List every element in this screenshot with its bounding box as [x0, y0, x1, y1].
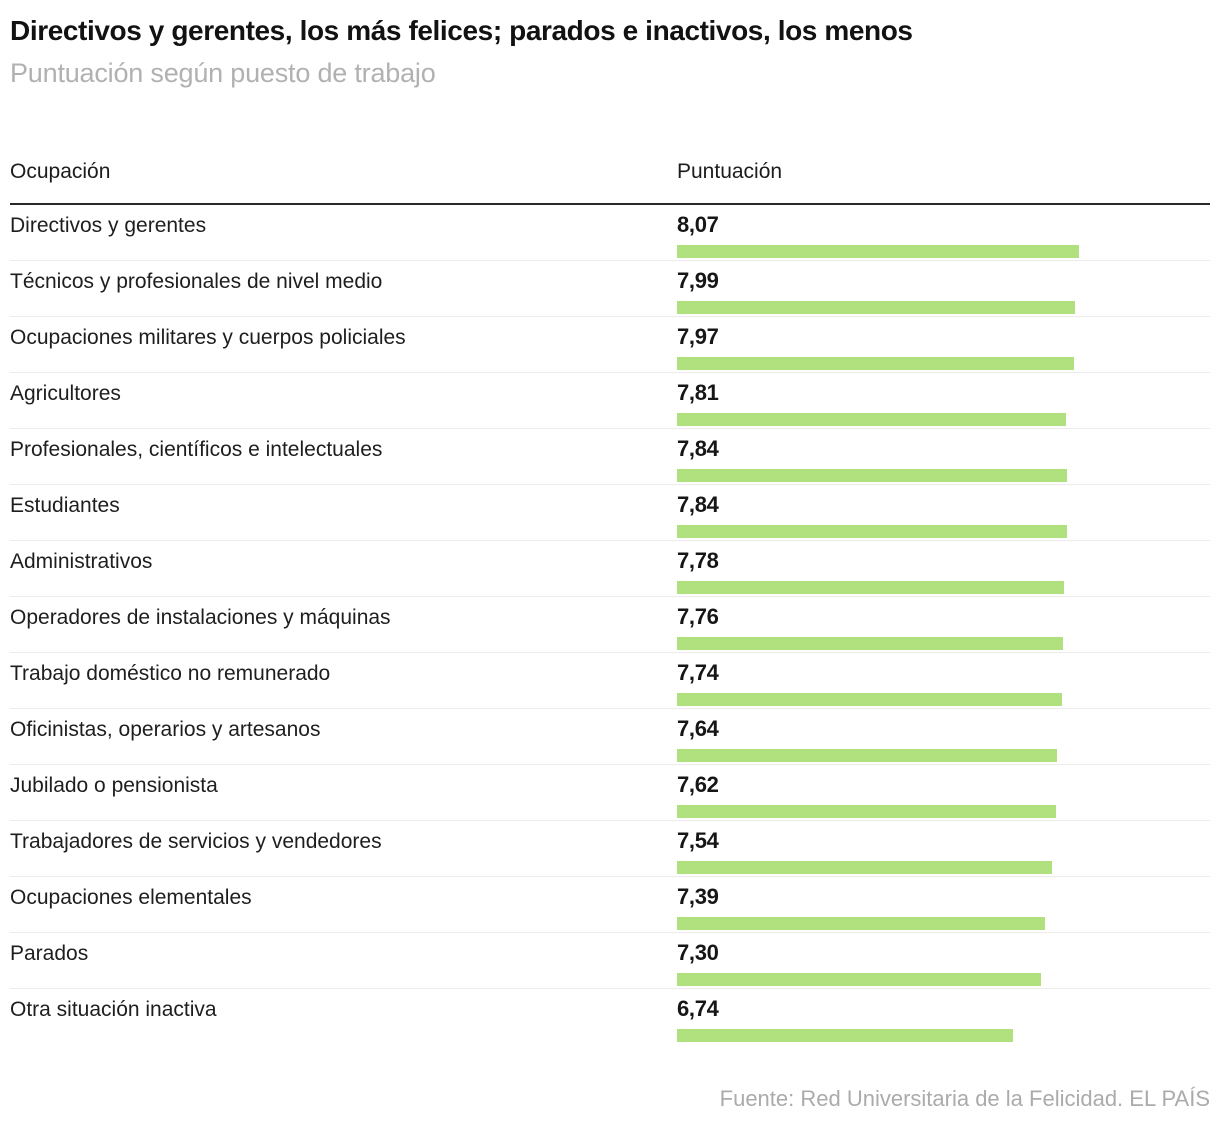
table-row: Ocupaciones militares y cuerpos policial…	[10, 317, 1210, 373]
occupation-label: Ocupaciones elementales	[10, 886, 252, 909]
table-row: Administrativos 7,78	[10, 541, 1210, 597]
score-bar	[677, 1029, 1013, 1042]
table-row: Trabajo doméstico no remunerado 7,74	[10, 653, 1210, 709]
score-value: 7,84	[677, 436, 719, 461]
score-bar	[677, 469, 1067, 482]
score-bar	[677, 693, 1062, 706]
score-value: 7,39	[677, 884, 719, 909]
column-headers: Ocupación Puntuación	[10, 159, 1210, 184]
score-value: 7,84	[677, 492, 719, 517]
chart-title: Directivos y gerentes, los más felices; …	[10, 15, 913, 46]
table-row: Otra situación inactiva 6,74	[10, 989, 1210, 1045]
score-bar	[677, 581, 1064, 594]
occupation-label: Ocupaciones militares y cuerpos policial…	[10, 326, 406, 349]
score-value: 7,76	[677, 604, 719, 629]
score-value: 7,99	[677, 268, 719, 293]
score-value: 7,64	[677, 716, 719, 741]
score-value: 7,62	[677, 772, 719, 797]
score-bar	[677, 301, 1075, 314]
occupation-label: Trabajadores de servicios y vendedores	[10, 830, 382, 853]
table-row: Oficinistas, operarios y artesanos 7,64	[10, 709, 1210, 765]
score-bar	[677, 917, 1045, 930]
occupation-label: Técnicos y profesionales de nivel medio	[10, 270, 383, 293]
score-value: 7,78	[677, 548, 719, 573]
occupation-label: Estudiantes	[10, 494, 120, 517]
score-bar	[677, 245, 1079, 258]
chart-rows: Directivos y gerentes 8,07 Técnicos y pr…	[10, 205, 1210, 1045]
header-rule	[10, 203, 1210, 205]
score-value: 7,81	[677, 380, 719, 405]
chart-subtitle: Puntuación según puesto de trabajo	[10, 58, 436, 88]
score-bar	[677, 861, 1052, 874]
occupation-label: Otra situación inactiva	[10, 998, 217, 1021]
table-row: Trabajadores de servicios y vendedores 7…	[10, 821, 1210, 877]
score-bar	[677, 973, 1041, 986]
table-row: Técnicos y profesionales de nivel medio …	[10, 261, 1210, 317]
occupation-label: Operadores de instalaciones y máquinas	[10, 606, 391, 629]
table-row: Profesionales, científicos e intelectual…	[10, 429, 1210, 485]
occupation-label: Oficinistas, operarios y artesanos	[10, 718, 321, 741]
score-bar	[677, 749, 1057, 762]
score-value: 7,30	[677, 940, 719, 965]
column-header-occupation: Ocupación	[10, 160, 111, 183]
table-row: Operadores de instalaciones y máquinas 7…	[10, 597, 1210, 653]
source-credit: Fuente: Red Universitaria de la Felicida…	[719, 1086, 1210, 1111]
occupation-label: Administrativos	[10, 550, 153, 573]
occupation-label: Profesionales, científicos e intelectual…	[10, 438, 383, 461]
score-bar	[677, 525, 1067, 538]
occupation-label: Parados	[10, 942, 89, 965]
score-value: 6,74	[677, 996, 719, 1021]
occupation-label: Agricultores	[10, 382, 121, 405]
score-bar	[677, 413, 1066, 426]
score-value: 7,97	[677, 324, 719, 349]
occupation-label: Directivos y gerentes	[10, 214, 207, 237]
table-row: Directivos y gerentes 8,07	[10, 205, 1210, 261]
score-value: 7,74	[677, 660, 719, 685]
table-row: Jubilado o pensionista 7,62	[10, 765, 1210, 821]
table-row: Ocupaciones elementales 7,39	[10, 877, 1210, 933]
score-bar	[677, 805, 1056, 818]
table-row: Agricultores 7,81	[10, 373, 1210, 429]
table-row: Parados 7,30	[10, 933, 1210, 989]
column-header-score: Puntuación	[677, 160, 783, 183]
score-value: 8,07	[677, 212, 719, 237]
score-value: 7,54	[677, 828, 719, 853]
score-bar	[677, 637, 1063, 650]
score-bar	[677, 357, 1074, 370]
occupation-label: Jubilado o pensionista	[10, 774, 218, 797]
table-row: Estudiantes 7,84	[10, 485, 1210, 541]
occupation-label: Trabajo doméstico no remunerado	[10, 662, 331, 685]
